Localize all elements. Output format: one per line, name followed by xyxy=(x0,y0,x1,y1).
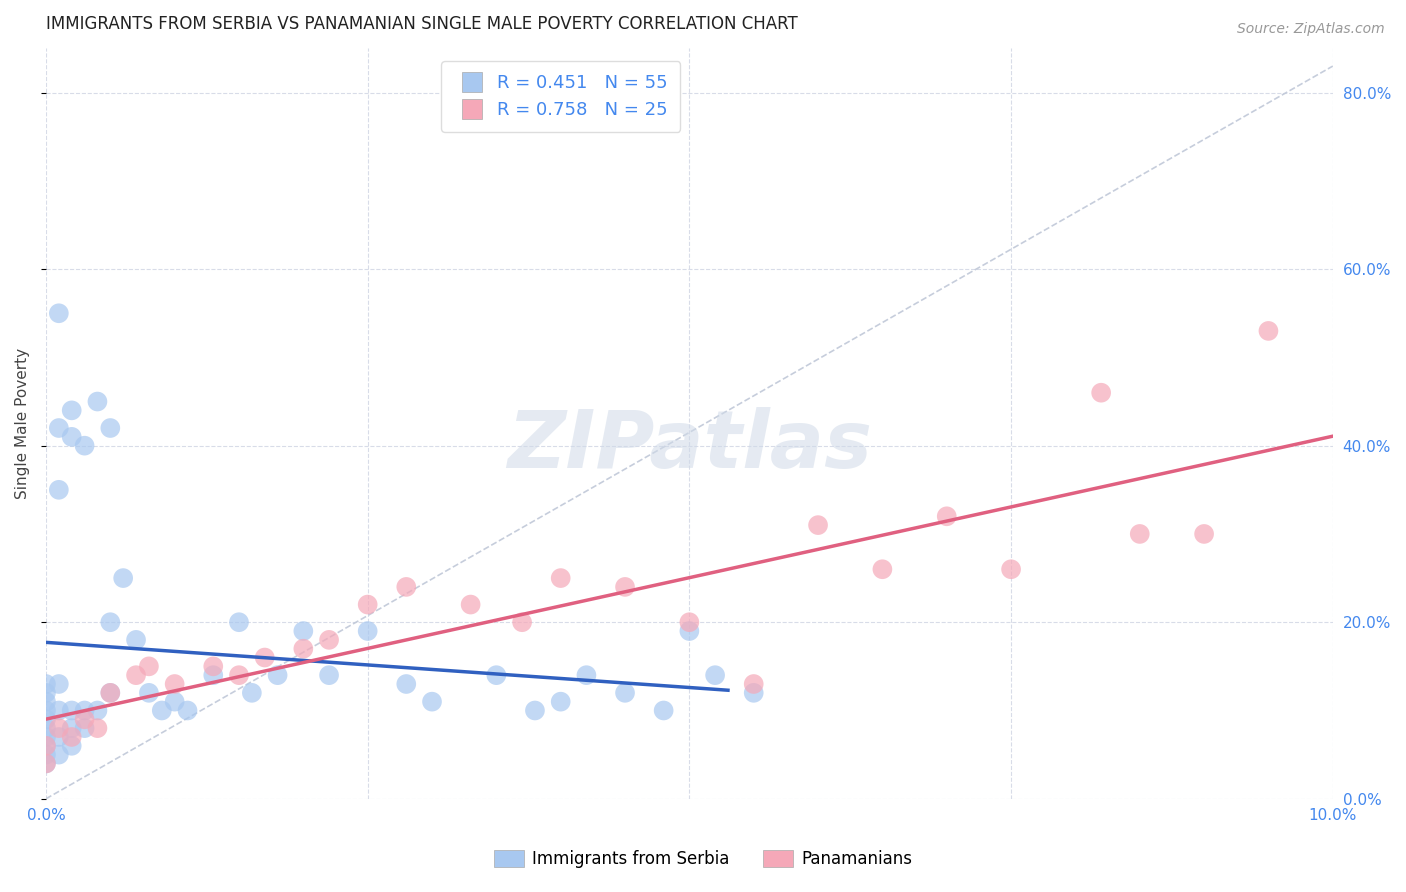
Point xyxy=(35,747,58,762)
Point xyxy=(48,677,70,691)
Point xyxy=(1192,527,1215,541)
Point xyxy=(48,730,70,744)
Point xyxy=(112,571,135,585)
Point xyxy=(138,686,160,700)
Point xyxy=(35,695,58,709)
Point xyxy=(35,686,58,700)
Point xyxy=(35,756,58,771)
Point xyxy=(357,624,380,638)
Point xyxy=(266,668,288,682)
Point xyxy=(742,686,765,700)
Point xyxy=(614,686,637,700)
Point xyxy=(60,430,83,444)
Text: ZIPatlas: ZIPatlas xyxy=(508,407,872,485)
Point xyxy=(253,650,276,665)
Point xyxy=(35,730,58,744)
Point xyxy=(98,615,121,630)
Point xyxy=(35,721,58,735)
Point xyxy=(292,624,315,638)
Point xyxy=(138,659,160,673)
Point xyxy=(86,704,108,718)
Point xyxy=(48,721,70,735)
Point xyxy=(73,721,96,735)
Point xyxy=(176,704,198,718)
Point xyxy=(48,747,70,762)
Text: Source: ZipAtlas.com: Source: ZipAtlas.com xyxy=(1237,22,1385,37)
Point xyxy=(125,632,148,647)
Point xyxy=(35,739,58,753)
Point xyxy=(575,668,598,682)
Point xyxy=(240,686,263,700)
Point xyxy=(163,677,186,691)
Point xyxy=(35,677,58,691)
Point xyxy=(1000,562,1022,576)
Point xyxy=(1257,324,1279,338)
Point xyxy=(485,668,508,682)
Point xyxy=(150,704,173,718)
Point xyxy=(614,580,637,594)
Point xyxy=(60,403,83,417)
Point xyxy=(48,704,70,718)
Point xyxy=(35,756,58,771)
Point xyxy=(98,421,121,435)
Point xyxy=(318,668,340,682)
Legend: R = 0.451   N = 55, R = 0.758   N = 25: R = 0.451 N = 55, R = 0.758 N = 25 xyxy=(441,62,681,131)
Point xyxy=(678,624,700,638)
Point xyxy=(60,704,83,718)
Point xyxy=(98,686,121,700)
Point xyxy=(48,421,70,435)
Point xyxy=(48,483,70,497)
Point xyxy=(523,704,546,718)
Point xyxy=(460,598,482,612)
Point xyxy=(35,712,58,726)
Legend: Immigrants from Serbia, Panamanians: Immigrants from Serbia, Panamanians xyxy=(486,843,920,875)
Point xyxy=(35,739,58,753)
Point xyxy=(395,677,418,691)
Point xyxy=(73,712,96,726)
Point xyxy=(420,695,443,709)
Point xyxy=(1090,385,1112,400)
Point xyxy=(292,641,315,656)
Point xyxy=(678,615,700,630)
Point xyxy=(60,739,83,753)
Point xyxy=(73,439,96,453)
Point xyxy=(228,668,250,682)
Point xyxy=(652,704,675,718)
Point xyxy=(73,704,96,718)
Point xyxy=(163,695,186,709)
Point xyxy=(395,580,418,594)
Text: IMMIGRANTS FROM SERBIA VS PANAMANIAN SINGLE MALE POVERTY CORRELATION CHART: IMMIGRANTS FROM SERBIA VS PANAMANIAN SIN… xyxy=(46,15,797,33)
Point xyxy=(125,668,148,682)
Point xyxy=(98,686,121,700)
Point xyxy=(48,306,70,320)
Point xyxy=(742,677,765,691)
Point xyxy=(550,571,572,585)
Point xyxy=(872,562,894,576)
Point xyxy=(1129,527,1152,541)
Point xyxy=(228,615,250,630)
Point xyxy=(704,668,727,682)
Point xyxy=(807,518,830,533)
Point xyxy=(60,730,83,744)
Y-axis label: Single Male Poverty: Single Male Poverty xyxy=(15,348,30,500)
Point xyxy=(35,704,58,718)
Point xyxy=(202,668,225,682)
Point xyxy=(202,659,225,673)
Point xyxy=(935,509,957,524)
Point xyxy=(357,598,380,612)
Point xyxy=(60,721,83,735)
Point xyxy=(318,632,340,647)
Point xyxy=(550,695,572,709)
Point xyxy=(510,615,533,630)
Point xyxy=(86,394,108,409)
Point xyxy=(86,721,108,735)
